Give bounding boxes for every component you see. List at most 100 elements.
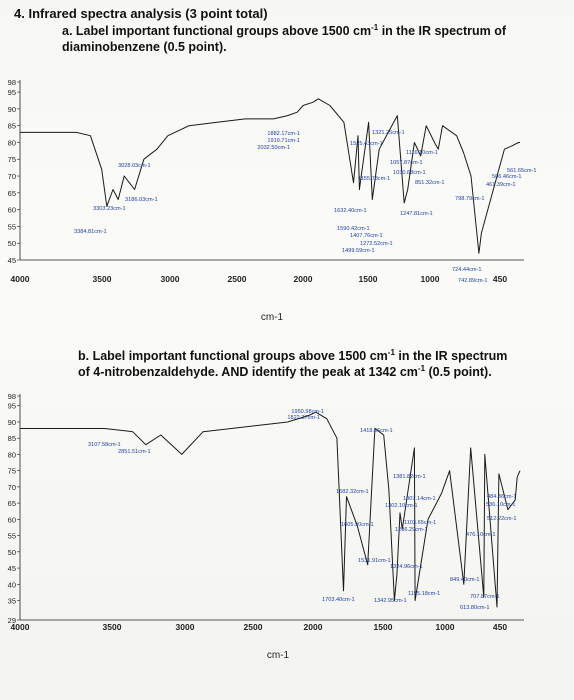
peak-label: 1381.82cm-1 xyxy=(393,474,426,480)
peak-label: 1605.90cm-1 xyxy=(341,522,374,528)
y-tick-label: 35 xyxy=(8,597,16,606)
y-tick-label: 90 xyxy=(8,418,16,427)
peak-label: 1919.71cm-1 xyxy=(267,138,300,144)
peak-label: 724.44cm-1 xyxy=(452,267,482,273)
part-b-suffix: (0.5 point). xyxy=(425,365,492,379)
y-tick-label: 80 xyxy=(8,450,16,459)
y-tick-label: 75 xyxy=(8,467,16,476)
peak-label: 1030.68cm-1 xyxy=(393,170,426,176)
question-part-b: b. Label important functional groups abo… xyxy=(78,348,508,380)
question-part-a: a. Label important functional groups abo… xyxy=(62,23,532,55)
peak-label: 1682.32cm-1 xyxy=(336,489,369,495)
x-tick-label: 3000 xyxy=(161,274,180,284)
part-b-prefix: b. Label important functional groups abo… xyxy=(78,349,388,363)
y-tick-label: 29 xyxy=(8,616,16,625)
x-tick-label: 1000 xyxy=(421,274,440,284)
peak-label: 536.10cm-1 xyxy=(486,502,516,508)
peak-label: 1321.25cm-1 xyxy=(372,130,405,136)
peak-label: 3384.81cm-1 xyxy=(74,229,107,235)
peak-label: 1286.29cm-1 xyxy=(395,527,428,533)
y-tick-label: 55 xyxy=(8,222,16,231)
x-tick-label: 3500 xyxy=(103,622,122,632)
y-tick-label: 95 xyxy=(8,402,16,411)
y-tick-label: 85 xyxy=(8,122,16,131)
y-tick-label: 90 xyxy=(8,105,16,114)
x-axis-label: cm-1 xyxy=(261,312,284,323)
peak-label: 1499.59cm-1 xyxy=(342,248,375,254)
x-tick-label: 2500 xyxy=(244,622,263,632)
x-tick-label: 2000 xyxy=(294,274,313,284)
peak-label: 849.40cm-1 xyxy=(450,577,480,583)
peak-label: 1590.42cm-1 xyxy=(337,226,370,232)
y-tick-label: 45 xyxy=(8,256,16,265)
part-a-suffix: in the IR spectrum of diaminobenzene (0.… xyxy=(62,24,507,54)
peak-label: 1103.65cm-1 xyxy=(404,520,436,526)
spectrum-line xyxy=(20,411,521,608)
x-tick-label: 450 xyxy=(493,274,507,284)
peak-label: 798.79cm-1 xyxy=(455,196,485,202)
x-tick-label: 2500 xyxy=(228,274,247,284)
x-tick-label: 4000 xyxy=(11,622,30,632)
peak-label: 3107.58cm-1 xyxy=(88,442,121,448)
peak-label: 1703.40cm-1 xyxy=(322,597,355,603)
x-tick-label: 450 xyxy=(493,622,507,632)
y-tick-label: 65 xyxy=(8,189,16,198)
y-tick-label: 65 xyxy=(8,499,16,508)
peak-label: 1324.96cm-1 xyxy=(390,564,423,570)
peak-label: 1302.10cm-1 xyxy=(385,503,418,509)
y-tick-label: 45 xyxy=(8,564,16,573)
peak-label: 1007.14cm-1 xyxy=(403,496,436,502)
part-b-middle: in the IR spectrum of 4-nitrobenzaldehyd… xyxy=(78,349,508,379)
y-tick-label: 70 xyxy=(8,483,16,492)
x-tick-label: 1500 xyxy=(374,622,393,632)
peak-label: 1531.91cm-1 xyxy=(358,558,391,564)
peak-label: 2851.51cm-1 xyxy=(118,449,151,455)
peak-label: 1950.98cm-1 xyxy=(291,409,324,415)
peak-label: 1247.81cm-1 xyxy=(400,211,433,217)
y-tick-label: 75 xyxy=(8,155,16,164)
peak-label: 1525.43cm-1 xyxy=(350,141,383,147)
y-tick-label: 98 xyxy=(8,392,16,401)
y-tick-label: 40 xyxy=(8,580,16,589)
question-title: 4. Infrared spectra analysis (3 point to… xyxy=(14,6,268,21)
peak-label: 561.65cm-1 xyxy=(507,168,537,174)
peak-label: 1116.10cm-1 xyxy=(406,150,438,156)
y-tick-label: 50 xyxy=(8,548,16,557)
y-tick-label: 55 xyxy=(8,532,16,541)
peak-label: 1195.18cm-1 xyxy=(408,591,440,597)
peak-label: 2032.50cm-1 xyxy=(257,145,290,151)
x-tick-label: 1500 xyxy=(359,274,378,284)
part-a-exponent: -1 xyxy=(371,22,379,32)
y-tick-label: 70 xyxy=(8,172,16,181)
peak-label: 1822.37cm-1 xyxy=(287,415,320,421)
peak-label: 1342.95cm-1 xyxy=(374,598,407,604)
peak-label: 1632.40cm-1 xyxy=(334,208,367,214)
peak-label: 484.36cm-1 xyxy=(487,494,517,500)
peak-label: 613.80cm-1 xyxy=(460,605,490,611)
x-axis-label: cm-1 xyxy=(267,650,290,661)
peak-label: 3186.03cm-1 xyxy=(125,197,158,203)
x-tick-label: 1000 xyxy=(436,622,455,632)
y-tick-label: 50 xyxy=(8,239,16,248)
spectrum-line xyxy=(20,98,520,254)
y-tick-label: 85 xyxy=(8,434,16,443)
y-tick-label: 60 xyxy=(8,206,16,215)
peak-label: 707.87cm-1 xyxy=(470,594,500,600)
peak-label: 1272.52cm-1 xyxy=(360,241,393,247)
part-b-exponent: -1 xyxy=(387,347,395,357)
y-tick-label: 60 xyxy=(8,515,16,524)
part-a-prefix: a. Label important functional groups abo… xyxy=(62,24,372,38)
y-tick-label: 80 xyxy=(8,138,16,147)
peak-label: 512.22cm-1 xyxy=(487,516,517,522)
peak-label: 1057.87cm-1 xyxy=(390,160,423,166)
peak-label: 742.89cm-1 xyxy=(458,278,488,284)
peak-label: 476.10cm-1 xyxy=(466,532,496,538)
peak-label: 1155.78cm-1 xyxy=(358,176,390,182)
peak-label: 1418.96cm-1 xyxy=(360,428,393,434)
peak-label: 3303.23cm-1 xyxy=(93,206,126,212)
peak-label: 461.39cm-1 xyxy=(486,182,516,188)
x-tick-label: 3000 xyxy=(176,622,195,632)
